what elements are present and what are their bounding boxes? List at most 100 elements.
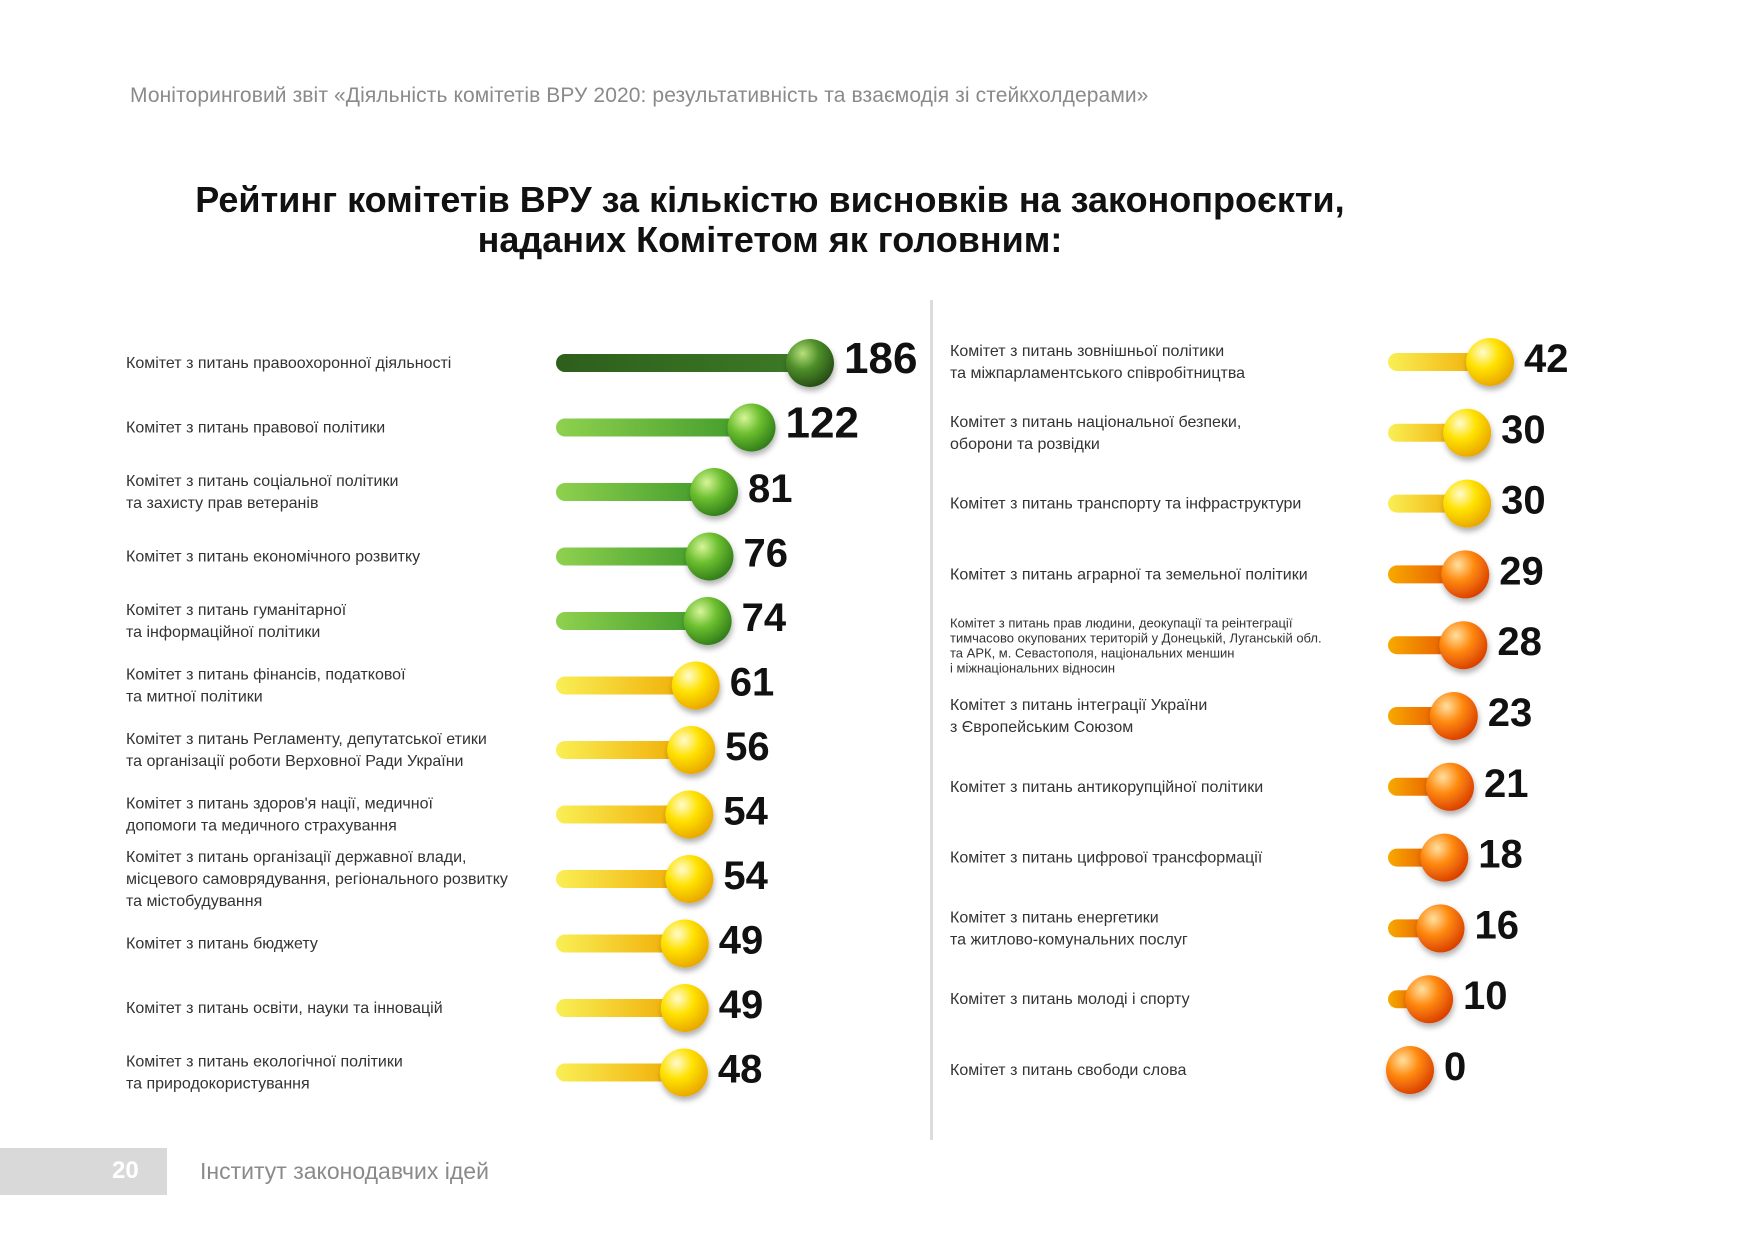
right-row: Комітет з питань енергетики та житлово-ко… [950, 903, 1519, 953]
category-label-line: та міжпарламентського співробітництва [950, 365, 1245, 382]
category-label-line: Комітет з питань соціальної політики [126, 473, 398, 490]
left-row: Комітет з питань організації державної в… [126, 849, 769, 910]
right-category-label: Комітет з питань антикорупційної політик… [950, 779, 1263, 796]
left-bar [556, 547, 710, 566]
category-label-line: Комітет з питань прав людини, деокупації… [950, 616, 1293, 631]
left-value-label: 56 [725, 725, 770, 769]
category-label-line: Комітет з питань економічного розвитку [126, 549, 420, 566]
category-label-line: Комітет з питань цифрової трансформації [950, 850, 1263, 867]
left-bar [556, 1063, 684, 1082]
right-value-label: 18 [1478, 833, 1523, 877]
right-row: Комітет з питань інтеграції України з Євр… [950, 691, 1532, 740]
left-value-label: 49 [719, 919, 764, 963]
left-value-label: 122 [786, 399, 859, 448]
right-bar-knob [1466, 338, 1514, 386]
chart-title: Рейтинг комітетів ВРУ за кількістю висно… [0, 180, 1540, 260]
right-value-label: 30 [1501, 408, 1546, 452]
right-row: Комітет з питань прав людини, деокупації… [950, 616, 1542, 676]
left-column: Комітет з питань правоохоронної діяльнос… [126, 334, 917, 1097]
left-bar [556, 483, 715, 501]
left-bar-knob [665, 855, 714, 903]
right-value-label: 28 [1497, 620, 1542, 664]
left-bar [556, 676, 696, 695]
right-bar-knob [1416, 904, 1465, 953]
right-row: Комітет з питань національної безпеки, об… [950, 408, 1546, 457]
left-bar [556, 418, 752, 437]
left-bar [556, 999, 685, 1017]
left-category-label: Комітет з питань освіти, науки та іннова… [126, 1000, 443, 1017]
category-label-line: Комітет з питань бюджету [126, 936, 318, 953]
right-value-label: 30 [1501, 479, 1546, 523]
left-row: Комітет з питань Регламенту, депутатсько… [126, 725, 770, 774]
page-number: 20 [112, 1157, 139, 1184]
right-category-label: Комітет з питань прав людини, деокупації… [950, 616, 1322, 676]
category-label-line: Комітет з питань фінансів, податкової [126, 667, 406, 684]
category-label-line: Комітет з питань транспорту та інфрастру… [950, 496, 1301, 513]
left-row: Комітет з питань освіти, науки та іннова… [126, 983, 763, 1032]
report-header: Моніторинговий звіт «Діяльність комітеті… [130, 84, 1149, 107]
left-row: Комітет з питань фінансів, податкової та … [126, 661, 774, 710]
left-category-label: Комітет з питань правової політики [126, 420, 385, 437]
footer-publisher: Інститут законодавчих ідей [200, 1158, 489, 1184]
right-bar-knob [1420, 833, 1469, 882]
left-row: Комітет з питань здоров'я нації, медично… [126, 790, 769, 839]
right-row: Комітет з питань свободи слова 0 [950, 1045, 1466, 1094]
right-bar-knob [1405, 975, 1454, 1024]
column-divider [930, 300, 933, 1140]
category-label-line: та митної політики [126, 689, 263, 706]
left-row: Комітет з питань екологічної політики та … [126, 1048, 762, 1097]
left-value-label: 76 [743, 532, 788, 576]
category-label-line: з Європейським Союзом [950, 719, 1133, 736]
right-bar-knob [1443, 408, 1492, 457]
left-bar-knob [786, 339, 834, 387]
right-category-label: Комітет з питань свободи слова [950, 1062, 1186, 1079]
category-label-line: Комітет з питань гуманітарної [126, 602, 347, 619]
category-label-line: та природокористування [126, 1076, 310, 1093]
category-label-line: Комітет з питань освіти, науки та іннова… [126, 1000, 443, 1017]
category-label-line: тимчасово окупованих територій у Донецьк… [950, 631, 1322, 646]
right-category-label: Комітет з питань енергетики та житлово-ко… [950, 909, 1188, 948]
category-label-line: та інформаційної політики [126, 624, 320, 641]
category-label-line: та АРК, м. Севастополя, національних мен… [950, 646, 1234, 661]
left-value-label: 81 [748, 467, 793, 511]
left-bar-knob [727, 403, 776, 452]
left-bar-knob [690, 468, 739, 516]
right-category-label: Комітет з питань цифрової трансформації [950, 850, 1263, 867]
category-label-line: Комітет з питань антикорупційної політик… [950, 779, 1263, 796]
chart-title-line-1: Рейтинг комітетів ВРУ за кількістю висно… [195, 179, 1345, 220]
left-value-label: 54 [723, 854, 768, 898]
left-row: Комітет з питань соціальної політики та з… [126, 467, 793, 516]
category-label-line: та організації роботи Верховної Ради Укр… [126, 753, 463, 770]
right-row: Комітет з питань транспорту та інфрастру… [950, 479, 1546, 528]
right-row: Комітет з питань зовнішньої політики та м… [950, 337, 1569, 386]
left-category-label: Комітет з питань Регламенту, депутатсько… [126, 731, 487, 770]
category-label-line: допомоги та медичного страхування [126, 818, 397, 835]
left-row: Комітет з питань правової політики 122 [126, 399, 859, 452]
right-value-label: 10 [1463, 974, 1508, 1018]
right-row: Комітет з питань антикорупційної політик… [950, 762, 1529, 811]
right-value-label: 42 [1524, 337, 1569, 381]
left-bar-knob [660, 919, 709, 968]
right-value-label: 29 [1499, 549, 1544, 593]
left-row: Комітет з питань правоохоронної діяльнос… [126, 334, 917, 387]
left-bar-knob [659, 1048, 708, 1097]
left-category-label: Комітет з питань здоров'я нації, медично… [126, 796, 433, 835]
right-value-label: 21 [1484, 762, 1529, 806]
left-category-label: Комітет з питань організації державної в… [126, 849, 508, 910]
left-category-label: Комітет з питань соціальної політики та з… [126, 473, 398, 512]
left-category-label: Комітет з питань екологічної політики та … [126, 1054, 403, 1093]
right-category-label: Комітет з питань зовнішньої політики та м… [950, 343, 1245, 382]
right-category-label: Комітет з питань транспорту та інфрастру… [950, 496, 1301, 513]
left-value-label: 54 [723, 790, 768, 834]
category-label-line: Комітет з питань правової політики [126, 420, 385, 437]
right-bar [1388, 353, 1490, 371]
left-bar-knob [667, 726, 716, 774]
category-label-line: Комітет з питань аграрної та земельної п… [950, 566, 1308, 583]
left-bar-knob [683, 597, 732, 645]
category-label-line: Комітет з питань екологічної політики [126, 1054, 403, 1071]
category-label-line: Комітет з питань інтеграції України [950, 697, 1207, 714]
left-value-label: 74 [742, 596, 787, 640]
left-category-label: Комітет з питань фінансів, податкової та … [126, 667, 406, 706]
right-category-label: Комітет з питань аграрної та земельної п… [950, 566, 1308, 583]
